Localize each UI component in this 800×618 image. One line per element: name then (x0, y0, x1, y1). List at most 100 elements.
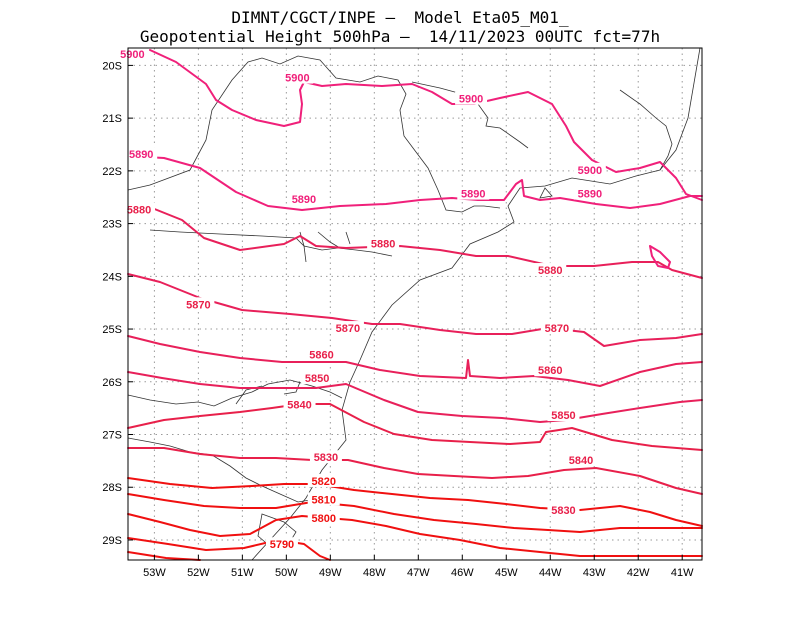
lon-tick-label: 47W (407, 567, 430, 579)
map-title-line1: DIMNT/CGCT/INPE – Model Eta05_M01_ (231, 8, 569, 27)
contour-label: 5870 (186, 299, 210, 311)
contour-label-bg (305, 347, 338, 361)
contour-label: 5810 (311, 494, 335, 506)
height-contours (127, 49, 703, 561)
contour-label: 5890 (578, 189, 602, 201)
contour-5890 (127, 155, 703, 211)
contour-label: 5900 (578, 165, 602, 177)
contour-label: 5880 (127, 204, 151, 216)
contour-5830 (127, 447, 703, 495)
lat-tick-label: 21S (102, 113, 122, 125)
contour-label: 5850 (551, 410, 575, 422)
contour-label: 5900 (459, 94, 483, 106)
lat-tick-label: 29S (102, 535, 122, 547)
contour-label-bg (455, 91, 488, 105)
contour-label-bg (122, 202, 155, 216)
lat-lon-grid (128, 48, 702, 560)
state-border (619, 89, 673, 171)
contour-label: 5860 (309, 349, 333, 361)
contour-label: 5860 (538, 365, 562, 377)
contour-label-bg (281, 70, 314, 84)
contour-label: 5890 (129, 149, 153, 161)
lat-tick-label: 24S (102, 271, 122, 283)
map-title-line2: Geopotential Height 500hPa – 14/11/2023 … (139, 27, 661, 46)
contour-5880 (127, 207, 703, 279)
contour-label: 5800 (311, 513, 335, 525)
lon-tick-label: 42W (627, 567, 650, 579)
contour-label-bg (309, 450, 342, 464)
lon-tick-label: 43W (583, 567, 606, 579)
lon-tick-label: 49W (319, 567, 342, 579)
lat-tick-label: 22S (102, 166, 122, 178)
contour-5820 (127, 477, 703, 527)
contour-5870 (127, 273, 703, 347)
contour-label: 5870 (545, 323, 569, 335)
lon-tick-label: 50W (275, 567, 298, 579)
contour-label-bg (573, 186, 606, 200)
contour-labels: 5900 5900 5900 5900 5890 5890 5890 5890 5880 5880… (116, 46, 606, 551)
contour-label-bg (301, 371, 334, 385)
contour-5840 (127, 403, 703, 451)
contour-label: 5880 (538, 265, 562, 277)
contour-label: 5850 (305, 373, 329, 385)
river (235, 231, 307, 405)
lat-tick-label: 25S (102, 324, 122, 336)
island (539, 187, 553, 199)
contour-label-bg (534, 263, 567, 277)
state-border (127, 437, 311, 503)
contour-label-bg (307, 473, 340, 487)
state-border (127, 55, 501, 213)
lon-tick-label: 45W (495, 567, 518, 579)
contour-5780 (127, 551, 201, 561)
contour-label-bg (182, 297, 215, 311)
contour-5810 (127, 493, 703, 533)
contour-5790 (127, 537, 331, 561)
state-border (149, 229, 393, 257)
contour-5850 (127, 371, 703, 423)
contour-5900 (149, 49, 703, 201)
state-border (411, 81, 529, 149)
lon-tick-label: 41W (671, 567, 694, 579)
contour-label-bg (367, 236, 400, 250)
contour-5900-closed (649, 245, 671, 269)
contour-label: 5830 (314, 452, 338, 464)
contour-label: 5880 (371, 239, 395, 251)
lon-tick-label: 44W (539, 567, 562, 579)
contour-5860 (127, 335, 703, 387)
contour-label-bg (547, 502, 580, 516)
contour-label-bg (265, 537, 298, 551)
lat-tick-label: 27S (102, 430, 122, 442)
lon-tick-label: 52W (187, 567, 210, 579)
contour-label: 5890 (292, 194, 316, 206)
contour-label: 5900 (120, 49, 144, 61)
lat-tick-label: 26S (102, 377, 122, 389)
contour-label-bg (331, 321, 364, 335)
contour-label-bg (307, 510, 340, 524)
axis-ticks: 53W 52W 51W 50W 49W 48W 47W 46W 45W 44W 43W 42W 41W 2… (102, 60, 694, 579)
lon-tick-label: 46W (451, 567, 474, 579)
contour-label: 5790 (270, 539, 294, 551)
coastline (251, 47, 701, 561)
contour-label-bg (116, 46, 149, 60)
lat-tick-label: 28S (102, 482, 122, 494)
contour-label-bg (307, 492, 340, 506)
state-border (317, 231, 351, 249)
lon-tick-label: 53W (143, 567, 166, 579)
contour-5800 (127, 513, 703, 557)
contour-label: 5840 (569, 455, 593, 467)
lat-tick-label: 20S (102, 60, 122, 72)
contour-label-bg (540, 321, 573, 335)
contour-label: 5900 (285, 73, 309, 85)
contour-label-bg (547, 408, 580, 422)
contour-label-bg (283, 397, 316, 411)
contour-label-bg (565, 452, 598, 466)
contour-label-bg (287, 191, 320, 205)
contour-label-bg (125, 147, 158, 161)
lat-tick-label: 23S (102, 219, 122, 231)
lon-tick-label: 51W (231, 567, 254, 579)
contour-label-bg (573, 162, 606, 176)
contour-label: 5870 (336, 323, 360, 335)
contour-label: 5830 (551, 505, 575, 517)
contour-label: 5840 (287, 400, 311, 412)
